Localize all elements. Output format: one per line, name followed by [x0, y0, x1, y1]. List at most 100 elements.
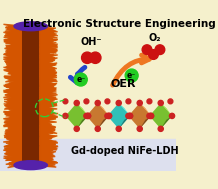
Polygon shape: [40, 99, 51, 105]
Polygon shape: [40, 87, 56, 91]
Polygon shape: [10, 43, 21, 48]
Text: OER: OER: [110, 79, 136, 89]
Polygon shape: [40, 70, 57, 74]
Polygon shape: [9, 124, 21, 127]
Polygon shape: [40, 68, 51, 72]
Polygon shape: [9, 115, 21, 118]
Polygon shape: [9, 64, 21, 69]
Polygon shape: [11, 123, 21, 128]
Polygon shape: [9, 153, 21, 157]
Polygon shape: [40, 58, 55, 62]
Polygon shape: [40, 98, 51, 103]
Polygon shape: [4, 76, 21, 81]
Polygon shape: [40, 43, 56, 46]
Polygon shape: [40, 110, 50, 115]
Polygon shape: [9, 82, 21, 85]
Polygon shape: [14, 98, 21, 101]
Polygon shape: [40, 97, 52, 101]
Polygon shape: [40, 143, 52, 146]
Polygon shape: [40, 60, 49, 63]
Polygon shape: [12, 36, 21, 41]
Polygon shape: [9, 140, 21, 144]
Polygon shape: [40, 65, 50, 69]
Polygon shape: [40, 82, 52, 85]
Polygon shape: [4, 85, 21, 89]
Polygon shape: [4, 117, 21, 120]
Polygon shape: [8, 133, 21, 136]
Polygon shape: [7, 84, 21, 88]
Polygon shape: [40, 111, 51, 113]
Polygon shape: [40, 33, 55, 37]
Polygon shape: [12, 67, 21, 70]
Polygon shape: [13, 158, 21, 163]
Polygon shape: [3, 56, 21, 59]
Polygon shape: [40, 60, 55, 64]
Polygon shape: [8, 163, 21, 168]
Polygon shape: [3, 122, 21, 126]
Polygon shape: [7, 131, 21, 134]
Polygon shape: [40, 148, 51, 153]
Polygon shape: [40, 54, 54, 59]
Polygon shape: [40, 29, 54, 34]
Polygon shape: [3, 69, 21, 73]
Polygon shape: [12, 154, 21, 159]
Polygon shape: [40, 102, 48, 106]
Polygon shape: [9, 84, 21, 89]
Polygon shape: [40, 117, 50, 120]
Polygon shape: [3, 156, 21, 160]
Polygon shape: [7, 149, 21, 154]
Polygon shape: [10, 114, 21, 117]
Polygon shape: [5, 148, 21, 152]
Polygon shape: [128, 103, 151, 129]
Polygon shape: [40, 101, 50, 105]
Circle shape: [148, 113, 154, 119]
Polygon shape: [14, 85, 21, 90]
Polygon shape: [13, 52, 21, 54]
Polygon shape: [40, 141, 53, 146]
Polygon shape: [14, 80, 21, 83]
Polygon shape: [40, 35, 48, 39]
Polygon shape: [40, 124, 50, 128]
Polygon shape: [13, 49, 21, 56]
Polygon shape: [3, 67, 21, 72]
Polygon shape: [9, 128, 21, 132]
Polygon shape: [10, 91, 21, 95]
Polygon shape: [149, 103, 172, 129]
Polygon shape: [5, 32, 21, 35]
Polygon shape: [12, 43, 21, 49]
Polygon shape: [40, 61, 53, 64]
Polygon shape: [40, 59, 48, 64]
Polygon shape: [7, 99, 21, 105]
Polygon shape: [10, 96, 21, 100]
Polygon shape: [4, 33, 21, 36]
Polygon shape: [12, 115, 21, 120]
Polygon shape: [3, 123, 21, 127]
Polygon shape: [40, 106, 48, 108]
Polygon shape: [161, 116, 172, 129]
Polygon shape: [40, 95, 58, 99]
Polygon shape: [14, 35, 21, 40]
Polygon shape: [40, 87, 52, 90]
Polygon shape: [40, 99, 48, 102]
Polygon shape: [40, 50, 52, 53]
Polygon shape: [140, 116, 151, 129]
Polygon shape: [40, 129, 52, 134]
Polygon shape: [40, 146, 50, 149]
Circle shape: [158, 126, 163, 131]
Polygon shape: [40, 45, 57, 51]
Polygon shape: [4, 40, 21, 45]
Polygon shape: [14, 123, 21, 126]
Polygon shape: [40, 58, 51, 65]
Polygon shape: [40, 109, 51, 115]
Polygon shape: [13, 27, 21, 31]
Polygon shape: [12, 139, 21, 143]
Polygon shape: [4, 70, 21, 75]
Polygon shape: [14, 155, 21, 160]
Polygon shape: [8, 58, 21, 61]
Polygon shape: [8, 128, 21, 134]
Polygon shape: [4, 146, 21, 149]
Polygon shape: [40, 127, 52, 131]
Polygon shape: [40, 69, 56, 74]
Polygon shape: [40, 152, 51, 155]
Polygon shape: [13, 110, 21, 113]
